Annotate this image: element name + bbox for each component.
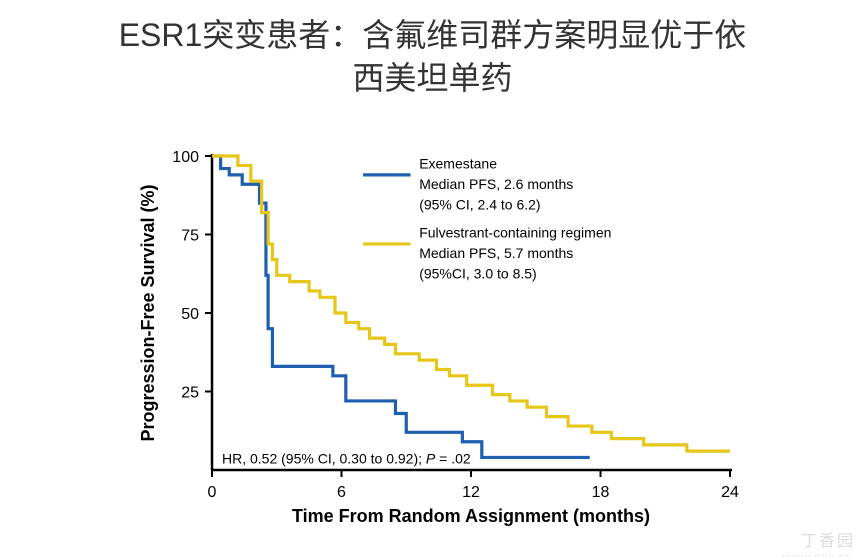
x-axis-label: Time From Random Assignment (months): [292, 506, 650, 526]
watermark: 丁香园: [801, 527, 855, 551]
legend-text: (95% CI, 2.4 to 6.2): [419, 196, 540, 212]
km-chart: 25 50 75 100 0 6 12 18 24 Time From Random Assign…: [130, 140, 750, 540]
y-tick-label: 25: [181, 385, 199, 402]
page-title: ESR1突变患者：含氟维司群方案明显优于依 西美坦单药: [0, 0, 865, 100]
legend-text: (95%CI, 3.0 to 8.5): [419, 265, 537, 281]
y-tick-label: 100: [172, 149, 199, 166]
x-tick-label: 24: [721, 484, 739, 501]
legend-text: Fulvestrant-containing regimen: [419, 225, 611, 241]
legend-text: Median PFS, 2.6 months: [419, 176, 573, 192]
x-tick-label: 18: [592, 484, 610, 501]
x-tick-label: 6: [337, 484, 346, 501]
title-line-1: ESR1突变患者：含氟维司群方案明显优于依: [119, 17, 747, 53]
legend-text: Median PFS, 5.7 months: [419, 245, 573, 261]
title-line-2: 西美坦单药: [352, 60, 512, 96]
y-axis-label: Progression-Free Survival (%): [138, 184, 158, 441]
hr-annotation: HR, 0.52 (95% CI, 0.30 to 0.92); P = .02: [222, 451, 471, 467]
x-tick-label: 0: [208, 484, 217, 501]
x-tick-label: 12: [462, 484, 480, 501]
legend-text: Exemestane: [419, 156, 497, 172]
watermark-url: WWW.DXY.CN: [783, 553, 853, 557]
y-tick-label: 75: [181, 228, 199, 245]
y-tick-label: 50: [181, 306, 199, 323]
